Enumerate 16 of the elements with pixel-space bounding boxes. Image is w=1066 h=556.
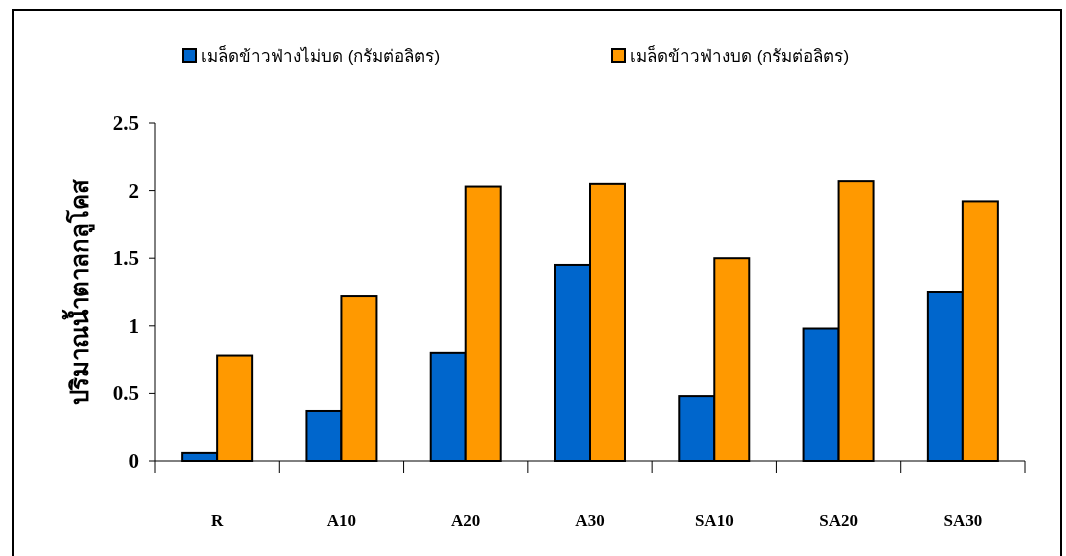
y-tick-label: 2 (128, 178, 139, 203)
y-tick-label: 1.5 (112, 246, 139, 271)
x-tick-label: SA20 (819, 511, 858, 530)
legend-label: เมล็ดข้าวฟ่างบด (กรัมต่อลิตร) (630, 45, 850, 66)
y-tick-label: 0 (128, 449, 139, 473)
x-tick-label: A30 (575, 511, 605, 530)
y-tick-label: 0.5 (112, 381, 139, 406)
y-tick-label: 1 (128, 313, 139, 338)
legend-label: เมล็ดข้าวฟ่างไม่บด (กรัมต่อลิตร) (201, 45, 441, 66)
x-tick-label: R (211, 511, 224, 530)
y-tick-label: 2.5 (112, 111, 139, 135)
x-tick-label: A20 (451, 511, 481, 530)
x-tick-label: A10 (326, 511, 357, 530)
x-tick-label: SA10 (694, 511, 734, 530)
y-axis-title: ปริมาณน้ำตาลกลูโคส (61, 179, 95, 405)
x-tick-label: SA30 (943, 511, 983, 530)
